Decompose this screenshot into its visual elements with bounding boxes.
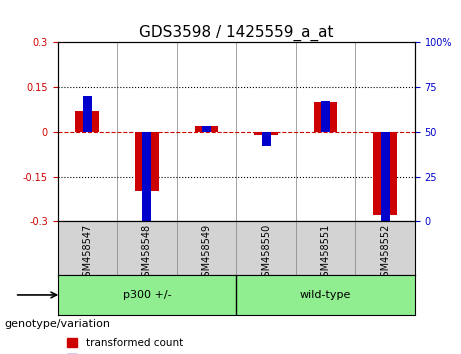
Bar [202,126,211,132]
Bar [254,132,278,135]
Bar [381,132,390,216]
Bar [83,96,92,132]
Title: GDS3598 / 1425559_a_at: GDS3598 / 1425559_a_at [139,25,333,41]
Text: genotype/variation: genotype/variation [5,319,111,329]
Text: GSM458551: GSM458551 [320,224,331,283]
Bar [261,139,271,146]
Bar [195,126,219,132]
Bar [142,132,151,185]
Text: p300 +/-: p300 +/- [123,290,171,300]
Text: GSM458549: GSM458549 [201,224,212,283]
Bar [373,132,397,215]
Text: wild-type: wild-type [300,290,351,300]
Bar [83,96,92,132]
Bar [313,102,337,132]
Text: GSM458552: GSM458552 [380,224,390,283]
Bar [261,132,271,139]
Bar [135,132,159,192]
Bar [76,111,99,132]
Bar [321,102,330,132]
Text: GSM458550: GSM458550 [261,224,271,283]
Bar [321,102,330,132]
Text: GSM458548: GSM458548 [142,224,152,283]
Bar [381,216,390,300]
Legend: transformed count, percentile rank within the sample: transformed count, percentile rank withi… [63,334,266,354]
Bar [202,126,211,132]
Bar [142,185,151,239]
Text: GSM458547: GSM458547 [83,224,92,283]
